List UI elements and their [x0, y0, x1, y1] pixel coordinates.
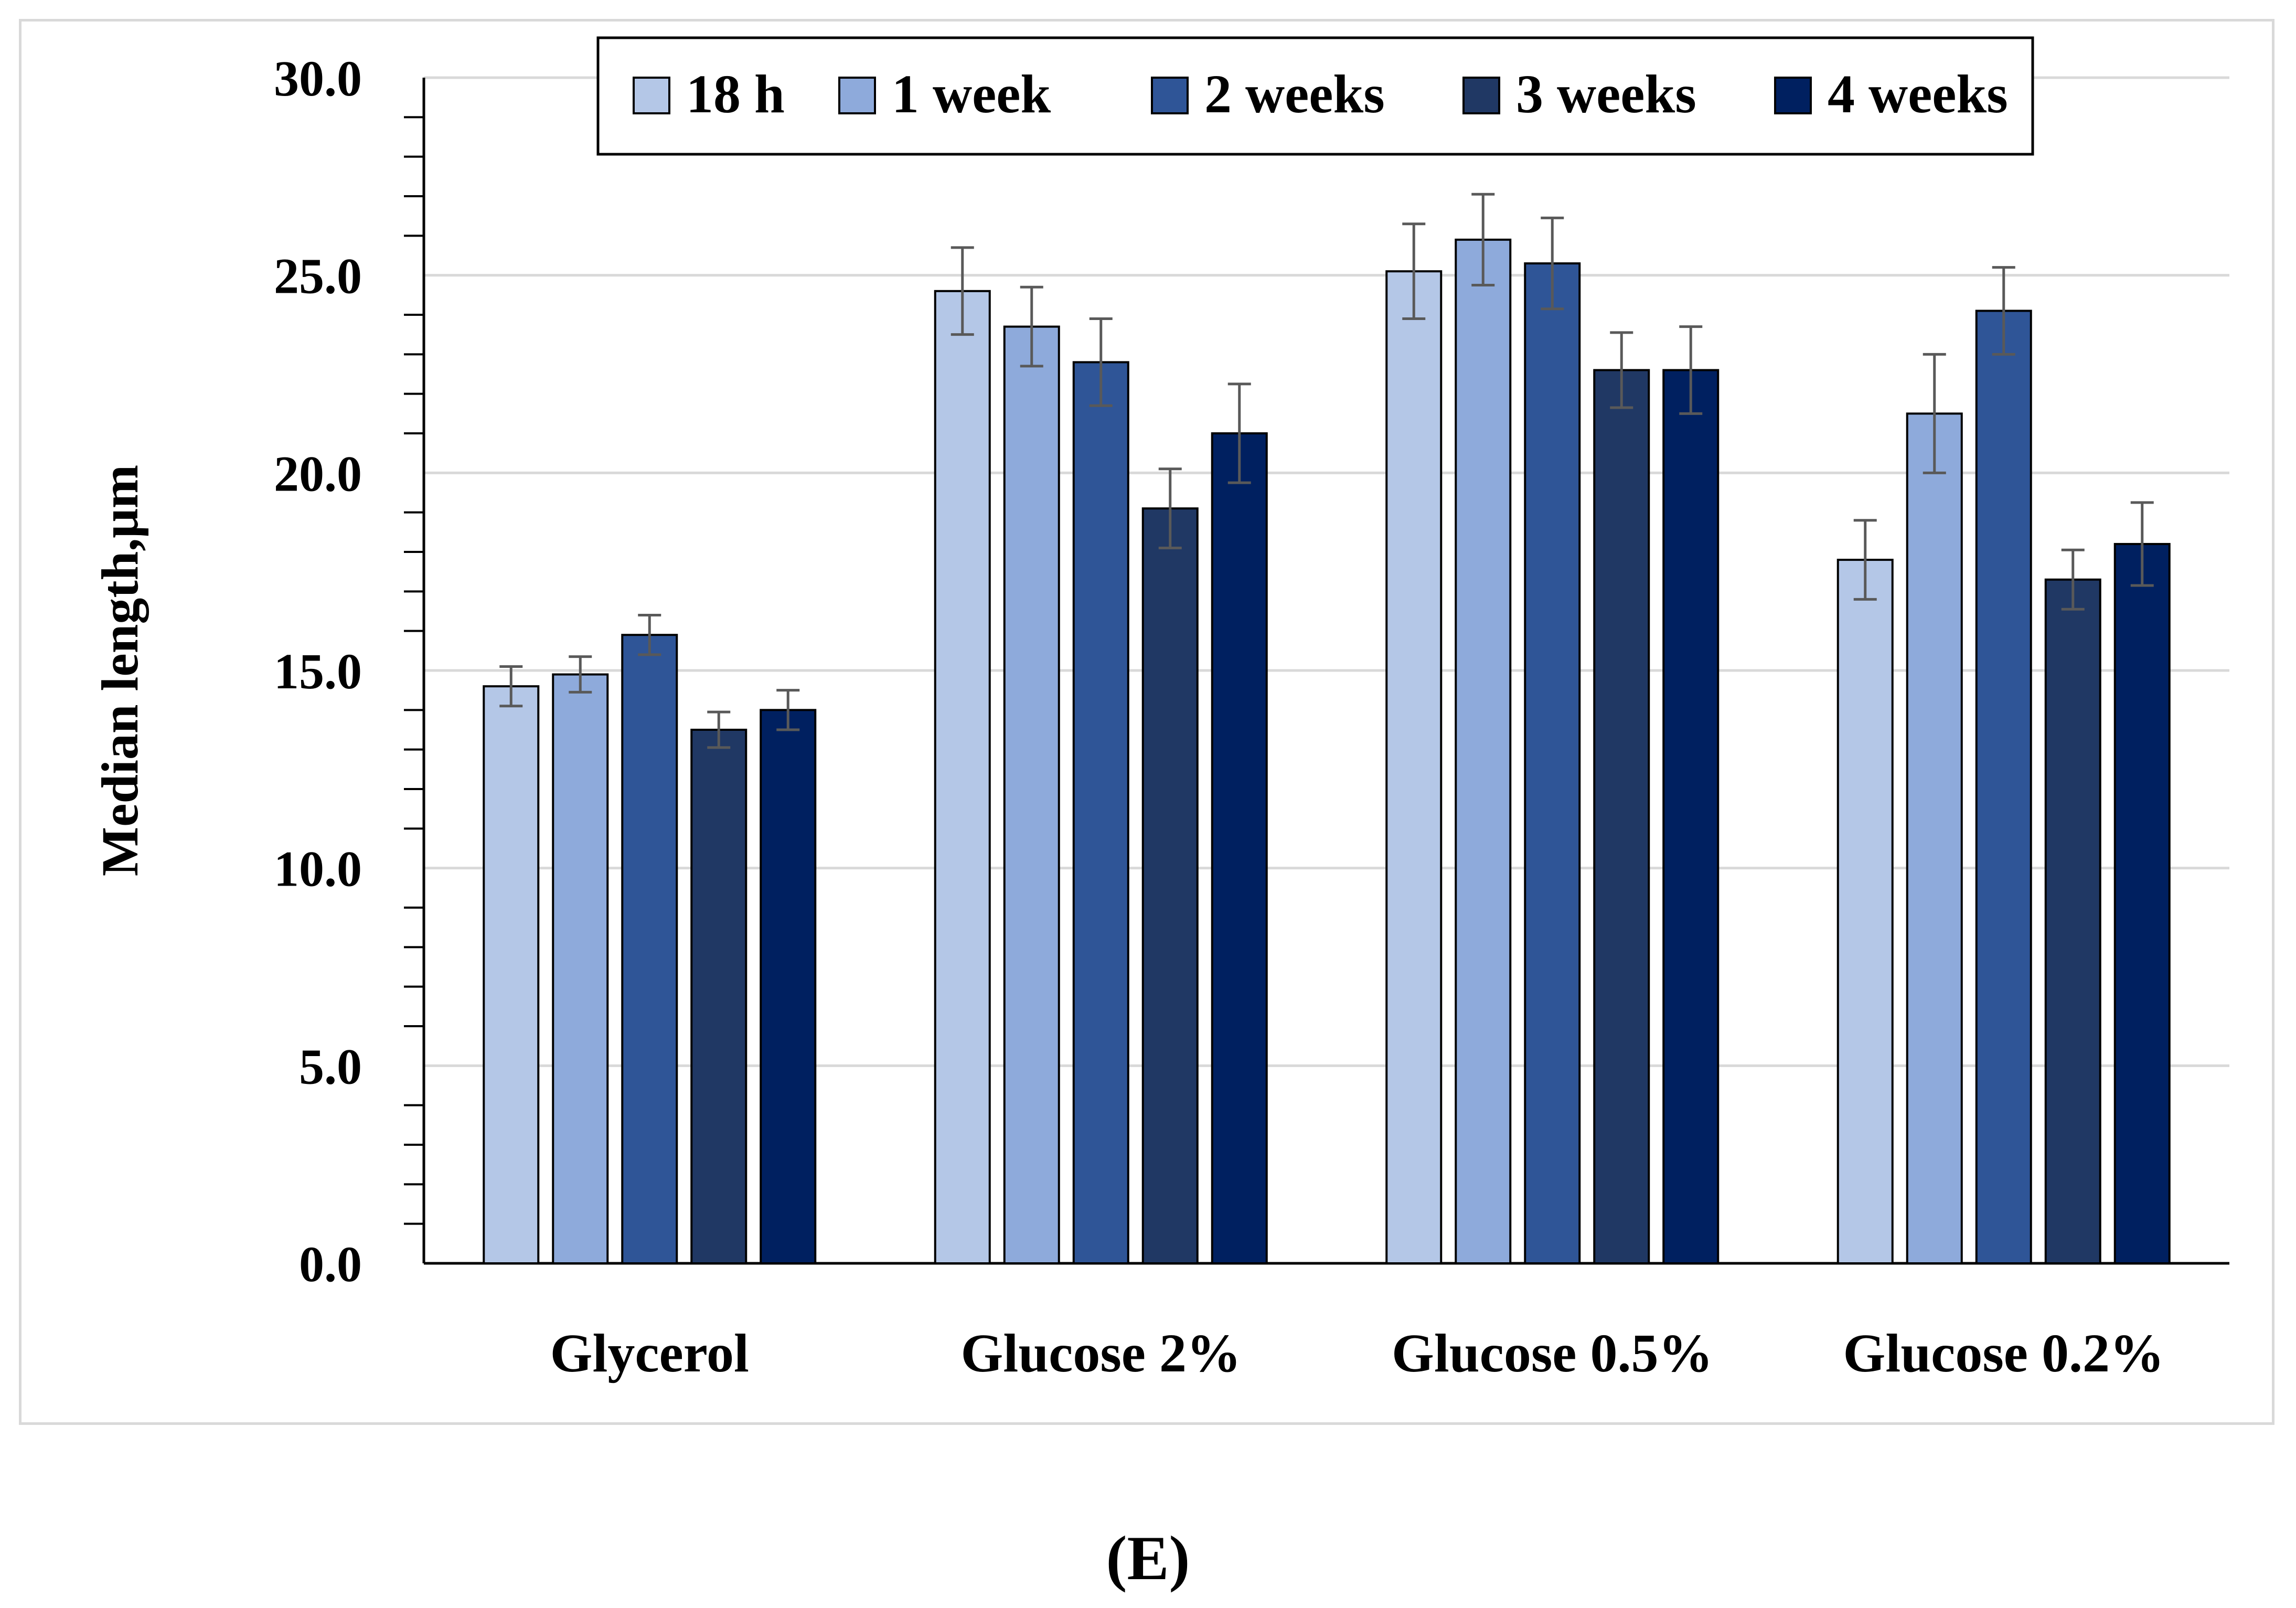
- legend-label: 4 weeks: [1828, 64, 2008, 124]
- legend-swatch: [1151, 77, 1189, 114]
- legend-swatch: [838, 77, 876, 114]
- bar: [1662, 369, 1720, 1264]
- bar: [1455, 238, 1512, 1264]
- y-tick-label: 5.0: [299, 1038, 362, 1094]
- bar: [760, 709, 817, 1264]
- y-tick-label: 30.0: [274, 50, 362, 107]
- axis-labels: 0.0 5.0 10.0 15.0 20.0 25.0 30.0 Glycerol Glucos…: [274, 50, 2164, 1383]
- bar: [1906, 412, 1963, 1264]
- legend-swatch: [1462, 77, 1500, 114]
- bar: [1975, 310, 2032, 1264]
- x-category-label: Glucose 2%: [961, 1323, 1241, 1383]
- legend-swatch: [1774, 77, 1812, 114]
- bar: [1003, 325, 1060, 1264]
- y-tick-label: 15.0: [274, 643, 362, 699]
- bar: [552, 673, 609, 1264]
- bar: [1836, 559, 1894, 1264]
- bar: [1072, 361, 1129, 1264]
- bar: [1141, 507, 1199, 1265]
- legend-label: 18 h: [686, 64, 785, 124]
- bar: [1211, 432, 1268, 1264]
- x-category-label: Glycerol: [550, 1323, 749, 1383]
- chart-frame: [19, 19, 2274, 1425]
- legend-swatch: [633, 77, 670, 114]
- bars: [483, 238, 2171, 1265]
- bar: [1593, 369, 1650, 1264]
- bar: [2113, 542, 2171, 1264]
- x-category-label: Glucose 0.2%: [1843, 1323, 2164, 1383]
- y-tick-label: 0.0: [299, 1236, 362, 1292]
- bar: [934, 290, 991, 1264]
- y-axis-title: Median length,μm: [91, 465, 149, 876]
- bar: [690, 729, 747, 1264]
- bar: [1524, 262, 1581, 1265]
- legend-label: 2 weeks: [1204, 64, 1385, 124]
- error-bars: [499, 193, 2154, 749]
- bar: [2044, 578, 2101, 1264]
- legend: 18 h 1 week 2 weeks 3 weeks 4 weeks: [596, 36, 2034, 156]
- y-tick-label: 10.0: [274, 841, 362, 897]
- legend-label: 3 weeks: [1516, 64, 1696, 124]
- y-tick-label: 25.0: [274, 248, 362, 304]
- panel-label: (E): [1106, 1523, 1190, 1593]
- x-category-label: Glucose 0.5%: [1392, 1323, 1713, 1383]
- bar: [621, 634, 678, 1264]
- legend-label: 1 week: [892, 64, 1051, 124]
- bar: [483, 685, 540, 1264]
- bar: [1385, 270, 1443, 1265]
- y-tick-label: 20.0: [274, 445, 362, 502]
